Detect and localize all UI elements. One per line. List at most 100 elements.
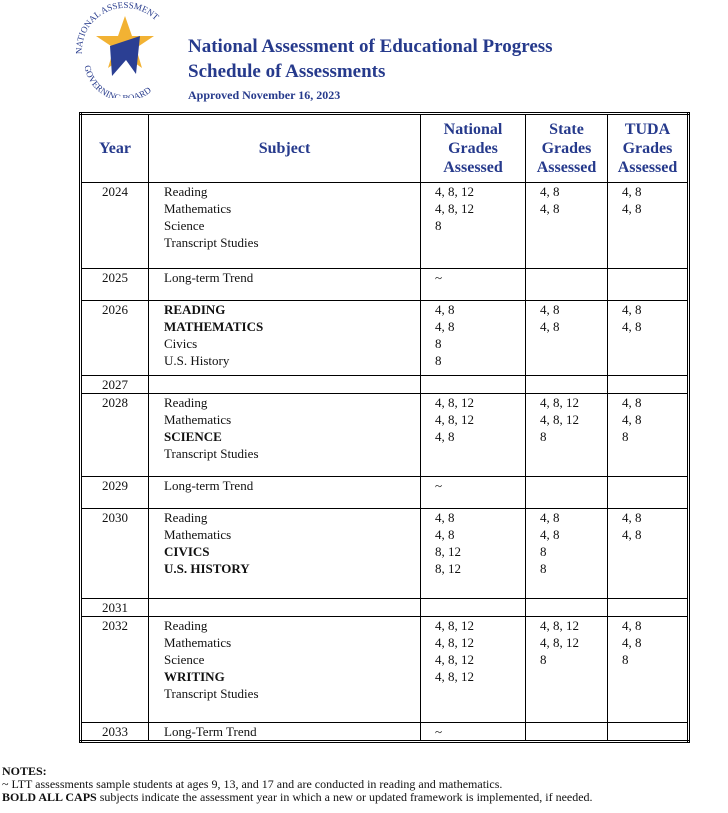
notes: NOTES: ~ LTT assessments sample students…: [2, 765, 593, 804]
grades: 4, 8, 12: [435, 652, 474, 667]
subject: MATHEMATICS: [164, 319, 264, 334]
table-row: 2026 READING MATHEMATICS Civics U.S. History…: [80, 300, 689, 376]
table-row: 2030 Reading Mathematics CIVICS U.S. HISTORY…: [80, 508, 689, 599]
grades: ~: [435, 270, 443, 285]
header-line: Assessed: [617, 159, 678, 176]
table-row: 2027: [80, 375, 689, 394]
national-cell: 4, 8, 12 4, 8, 12 4, 8: [420, 393, 526, 477]
grades: 4, 8, 12: [435, 412, 474, 427]
tuda-cell: [607, 476, 689, 509]
state-cell: [525, 476, 608, 509]
header-line: National: [443, 121, 503, 138]
header-line: State: [549, 121, 584, 138]
year-cell: 2030: [80, 508, 149, 599]
year-cell: 2032: [80, 616, 149, 723]
subject: CIVICS: [164, 544, 210, 559]
tuda-cell: 4, 8 4, 8 8: [607, 393, 689, 477]
year-cell: 2024: [80, 182, 149, 269]
table-row: 2031: [80, 598, 689, 617]
subject: Science: [164, 218, 205, 233]
subject: Transcript Studies: [164, 686, 259, 701]
grades: 4, 8: [540, 184, 560, 199]
subject: Long-term Trend: [164, 478, 254, 493]
subject: U.S. HISTORY: [164, 561, 250, 576]
header-line: TUDA: [624, 121, 671, 138]
grades: 4, 8: [622, 302, 642, 317]
subject: Transcript Studies: [164, 235, 259, 250]
subject: Reading: [164, 395, 208, 410]
schedule-table: Year Subject National Grades Assessed State Gr…: [79, 112, 690, 743]
column-header: State Grades Assessed: [525, 113, 608, 183]
year-cell: 2027: [80, 375, 149, 394]
column-header: National Grades Assessed: [420, 113, 526, 183]
state-cell: 4, 8, 12 4, 8, 12 8: [525, 616, 608, 723]
year-cell: 2025: [80, 268, 149, 301]
grades: 4, 8: [622, 395, 642, 410]
subject-cell: [148, 375, 421, 394]
subject: Science: [164, 652, 205, 667]
tuda-cell: 4, 8 4, 8: [607, 508, 689, 599]
grades: 4, 8: [622, 635, 642, 650]
grades: 4, 8: [540, 201, 560, 216]
table-row: 2032 Reading Mathematics Science WRITING Tran…: [80, 616, 689, 723]
column-header: TUDA Grades Assessed: [607, 113, 689, 183]
year-cell: 2028: [80, 393, 149, 477]
grades: 4, 8: [540, 302, 560, 317]
state-cell: [525, 268, 608, 301]
column-header: Subject: [148, 113, 421, 183]
logo-shape: [110, 36, 140, 76]
header-line: Year: [99, 140, 131, 157]
notes-title: NOTES:: [2, 764, 47, 778]
subject-cell: Long-Term Trend: [148, 722, 421, 742]
grades: 4, 8, 12: [540, 412, 579, 427]
subject: Reading: [164, 510, 208, 525]
subject-cell: Reading Mathematics SCIENCE Transcript Stud…: [148, 393, 421, 477]
note-line: ~ LTT assessments sample students at age…: [2, 777, 503, 791]
grades: 8, 12: [435, 544, 461, 559]
approved-date: Approved November 16, 2023: [188, 88, 341, 102]
table-row: 2028 Reading Mathematics SCIENCE Transcript …: [80, 393, 689, 477]
national-cell: ~: [420, 722, 526, 742]
subject: READING: [164, 302, 226, 317]
grades: 4, 8, 12: [435, 618, 474, 633]
grades: 4, 8, 12: [435, 635, 474, 650]
grades: 4, 8: [435, 302, 455, 317]
grades: 4, 8, 12: [540, 635, 579, 650]
tuda-cell: [607, 722, 689, 742]
grades: 4, 8: [435, 510, 455, 525]
national-cell: [420, 598, 526, 617]
grades: 8: [435, 353, 442, 368]
state-cell: 4, 8 4, 8 8 8: [525, 508, 608, 599]
state-cell: 4, 8 4, 8: [525, 182, 608, 269]
grades: 4, 8, 12: [435, 669, 474, 684]
grades: 8: [622, 429, 629, 444]
tuda-cell: [607, 268, 689, 301]
header-line: Subject: [258, 140, 311, 157]
grades: 8: [540, 561, 547, 576]
grades: 4, 8: [622, 618, 642, 633]
header-line: Assessed: [443, 159, 503, 176]
grades: 4, 8: [540, 319, 560, 334]
subject: Reading: [164, 618, 208, 633]
subject: SCIENCE: [164, 429, 222, 444]
subject: Mathematics: [164, 527, 232, 542]
grades: 4, 8: [622, 319, 642, 334]
table-row: 2029 Long-term Trend ~: [80, 476, 689, 509]
note-text: subjects indicate the assessment year in…: [96, 790, 593, 804]
grades: 8: [540, 544, 547, 559]
year-cell: 2031: [80, 598, 149, 617]
grades: 4, 8: [622, 412, 642, 427]
grades: 4, 8: [435, 429, 455, 444]
subject-cell: Reading Mathematics CIVICS U.S. HISTORY: [148, 508, 421, 599]
grades: ~: [435, 724, 443, 739]
tuda-cell: [607, 598, 689, 617]
national-cell: 4, 8, 12 4, 8, 12 8: [420, 182, 526, 269]
table-row: 2033 Long-Term Trend ~: [80, 722, 689, 742]
year-cell: 2033: [80, 722, 149, 742]
tuda-cell: [607, 375, 689, 394]
table-row: 2024 Reading Mathematics Science Transcript …: [80, 182, 689, 269]
table-row: 2025 Long-term Trend ~: [80, 268, 689, 301]
subtitle: Schedule of Assessments: [188, 61, 386, 82]
state-cell: 4, 8 4, 8: [525, 300, 608, 376]
grades: 4, 8, 12: [540, 395, 579, 410]
